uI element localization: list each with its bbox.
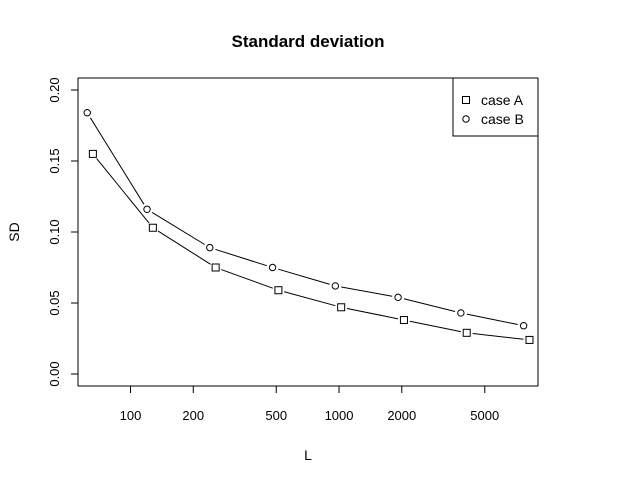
series-segment — [89, 117, 145, 205]
point-square — [211, 263, 220, 272]
series-segment — [409, 320, 461, 333]
x-tick-label: 1000 — [325, 408, 354, 423]
legend-box — [452, 77, 539, 137]
x-tick-label: 2000 — [387, 408, 416, 423]
point-circle — [394, 293, 402, 302]
legend-label: case A — [481, 92, 524, 108]
series-case-b — [83, 109, 528, 330]
point-circle — [462, 115, 470, 123]
series-segment — [284, 291, 336, 307]
series-segment — [341, 286, 393, 297]
legend-label: case B — [481, 111, 524, 127]
y-axis: 0.00 0.05 0.10 0.15 0.20 — [47, 77, 79, 387]
series-segment — [221, 269, 273, 289]
y-axis-title: SD — [6, 222, 22, 241]
series-segment — [215, 248, 267, 267]
series-segment — [278, 268, 330, 285]
y-tick-label: 0.20 — [47, 77, 62, 102]
point-square — [525, 335, 534, 344]
series-segment — [346, 307, 399, 320]
x-tick-label: 100 — [120, 408, 142, 423]
y-tick-label: 0.10 — [47, 219, 62, 244]
x-tick-label: 200 — [182, 408, 204, 423]
series-segment — [151, 211, 205, 245]
chart-title: Standard deviation — [231, 32, 384, 51]
x-tick-label: 500 — [265, 408, 287, 423]
series-segment — [96, 158, 150, 224]
y-tick-label: 0.00 — [47, 361, 62, 386]
point-circle — [83, 109, 91, 117]
x-axis-title: L — [304, 447, 312, 463]
series-segment — [157, 230, 211, 265]
point-circle — [143, 205, 151, 213]
x-axis: 100 200 500 1000 2000 5000 — [120, 385, 499, 423]
series-layer — [83, 109, 534, 344]
y-tick-label: 0.15 — [47, 148, 62, 173]
point-square — [148, 223, 157, 232]
series-case-a — [88, 149, 534, 344]
point-square — [337, 303, 346, 312]
series-segment — [472, 332, 524, 340]
point-square — [274, 286, 283, 295]
x-tick-label: 5000 — [470, 408, 499, 423]
point-circle — [206, 243, 214, 252]
point-square — [462, 328, 471, 337]
series-segment — [466, 313, 518, 326]
point-circle — [457, 309, 465, 317]
point-square — [399, 316, 408, 325]
point-circle — [519, 322, 528, 330]
point-square — [462, 96, 470, 104]
point-circle — [331, 282, 340, 290]
y-tick-label: 0.05 — [47, 290, 62, 315]
legend: case A case B — [452, 77, 539, 137]
point-square — [88, 149, 97, 158]
series-segment — [403, 298, 456, 312]
point-circle — [268, 263, 277, 272]
